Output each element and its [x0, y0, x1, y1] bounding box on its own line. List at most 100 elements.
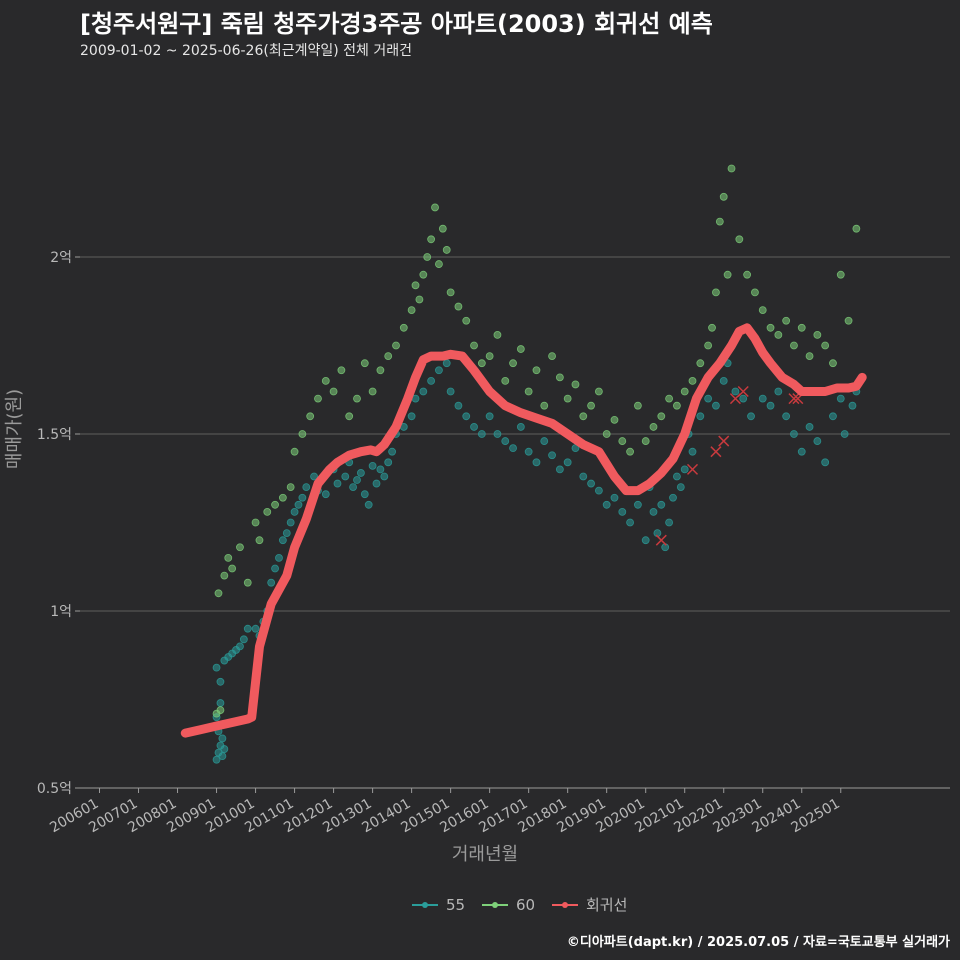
- data-point-60: [446, 288, 455, 297]
- data-point-60: [224, 554, 233, 562]
- data-point-60: [392, 341, 400, 350]
- data-point-60: [298, 430, 307, 438]
- data-point-55: [813, 437, 822, 445]
- data-point-60: [462, 316, 471, 325]
- data-point-55: [797, 447, 806, 456]
- data-point-60: [680, 387, 689, 396]
- data-point-55: [676, 483, 685, 492]
- data-point-55: [665, 518, 674, 527]
- data-point-55: [579, 472, 588, 481]
- data-point-55: [294, 500, 303, 509]
- data-point-60: [214, 589, 223, 598]
- data-point-60: [555, 373, 564, 382]
- data-point-60: [805, 352, 814, 361]
- data-point-60: [719, 192, 728, 201]
- data-point-55: [477, 430, 486, 438]
- data-point-55: [271, 564, 279, 573]
- outlier-marker: [788, 393, 800, 405]
- data-point-60: [431, 203, 439, 212]
- data-point-55: [218, 752, 227, 761]
- data-point-55: [509, 444, 517, 453]
- data-point-60: [829, 359, 837, 368]
- data-point-55: [470, 423, 478, 431]
- y-tick-label: 0.5억: [37, 781, 72, 797]
- data-point-60: [626, 447, 634, 456]
- data-point-60: [353, 394, 361, 403]
- legend-key-dot: [492, 902, 498, 908]
- data-point-60: [715, 217, 724, 226]
- data-point-60: [704, 341, 713, 350]
- data-point-55: [435, 366, 443, 375]
- series-60-points: [212, 164, 861, 718]
- data-point-60: [524, 387, 533, 396]
- data-point-55: [220, 745, 229, 753]
- data-point-55: [353, 476, 361, 484]
- data-point-60: [306, 412, 315, 421]
- data-point-55: [669, 493, 677, 502]
- data-point-60: [516, 345, 525, 353]
- data-point-55: [618, 507, 627, 516]
- data-point-60: [727, 164, 736, 173]
- data-point-60: [271, 500, 279, 509]
- source-caption: ©디아파트(dapt.kr) / 2025.07.05 / 자료=국토교통부 실…: [566, 935, 950, 950]
- data-point-55: [419, 387, 428, 396]
- data-point-55: [372, 479, 381, 488]
- data-point-55: [840, 430, 849, 438]
- data-point-60: [571, 380, 580, 389]
- legend-label: 회귀선: [586, 896, 627, 914]
- data-point-60: [278, 493, 287, 502]
- data-point-60: [228, 564, 237, 573]
- data-point-60: [435, 260, 443, 268]
- data-point-55: [532, 458, 541, 467]
- data-point-55: [633, 500, 642, 509]
- data-point-55: [333, 479, 342, 488]
- data-point-55: [688, 447, 697, 456]
- outlier-marker: [686, 463, 699, 475]
- data-point-55: [657, 500, 666, 509]
- x-axis-title: 거래년월: [452, 844, 518, 865]
- data-point-60: [399, 323, 408, 332]
- data-point-60: [649, 423, 658, 431]
- data-point-60: [470, 341, 478, 350]
- data-point-55: [290, 507, 299, 516]
- data-point-60: [419, 270, 428, 279]
- data-point-60: [243, 578, 252, 587]
- data-point-55: [641, 536, 650, 545]
- data-point-55: [680, 465, 689, 474]
- data-point-60: [220, 571, 229, 580]
- data-point-60: [329, 387, 338, 396]
- data-point-60: [477, 359, 486, 368]
- data-point-60: [751, 288, 759, 297]
- data-point-60: [743, 270, 752, 279]
- data-point-55: [251, 624, 260, 633]
- data-point-55: [774, 387, 783, 396]
- data-point-55: [349, 483, 357, 492]
- y-tick-label: 2억: [50, 250, 72, 266]
- data-point-60: [852, 224, 861, 233]
- data-point-60: [602, 430, 611, 438]
- y-axis-ticks: 0.5억 1억 1.5억 2억: [37, 250, 80, 797]
- data-point-60: [821, 341, 830, 350]
- data-point-60: [579, 412, 588, 421]
- data-point-55: [278, 536, 287, 545]
- data-point-55: [275, 554, 283, 562]
- data-point-55: [239, 635, 248, 644]
- data-point-55: [485, 412, 494, 421]
- data-point-60: [665, 394, 674, 403]
- regression-line-path: [180, 323, 867, 738]
- data-point-55: [341, 472, 350, 481]
- data-point-55: [364, 500, 373, 509]
- data-point-60: [321, 376, 330, 385]
- data-point-60: [782, 316, 791, 325]
- x-axis-ticks: 2006012007012008012009012010012011012012…: [47, 788, 843, 836]
- outlier-marker: [710, 446, 722, 458]
- data-point-55: [442, 359, 451, 368]
- data-point-60: [423, 253, 432, 261]
- data-point-55: [218, 734, 227, 743]
- data-point-60: [673, 401, 681, 410]
- data-point-55: [368, 461, 377, 470]
- data-point-55: [747, 412, 755, 421]
- data-point-55: [739, 394, 748, 403]
- data-point-55: [587, 479, 595, 488]
- data-point-60: [384, 352, 393, 361]
